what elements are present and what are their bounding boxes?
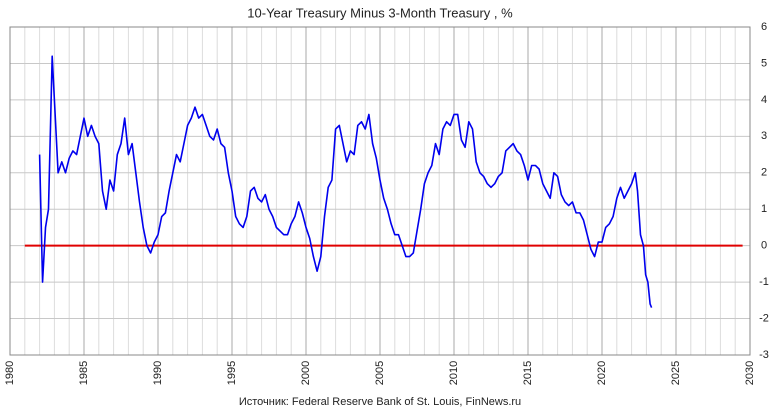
y-tick-label: 4: [761, 94, 767, 106]
x-tick-label: 2015: [522, 361, 534, 385]
x-tick-label: 2010: [448, 361, 460, 385]
y-tick-label: 5: [761, 57, 767, 69]
y-tick-label: 2: [761, 167, 767, 179]
x-tick-label: 2030: [744, 361, 756, 385]
y-tick-label: 0: [761, 240, 767, 252]
x-tick-label: 1995: [226, 361, 238, 385]
x-tick-label: 2005: [374, 361, 386, 385]
y-tick-label: 6: [761, 21, 767, 33]
y-tick-label: 1: [761, 203, 767, 215]
x-tick-label: 2020: [596, 361, 608, 385]
y-tick-label: -1: [759, 276, 769, 288]
chart-title: 10-Year Treasury Minus 3-Month Treasury …: [247, 5, 513, 20]
x-tick-label: 1980: [4, 361, 16, 385]
source: Источник: Federal Reserve Bank of St. Lo…: [239, 396, 521, 408]
data-line: [38, 55, 653, 308]
y-tick-label: -2: [759, 312, 769, 324]
x-tick-label: 1985: [78, 361, 90, 385]
x-tick-label: 1990: [152, 361, 164, 385]
y-tick-label: 3: [761, 130, 767, 142]
plot-border: [9, 26, 751, 356]
x-tick-label: 2000: [300, 361, 312, 385]
x-tick-label: 2025: [670, 361, 682, 385]
y-tick-label: -3: [759, 349, 769, 361]
